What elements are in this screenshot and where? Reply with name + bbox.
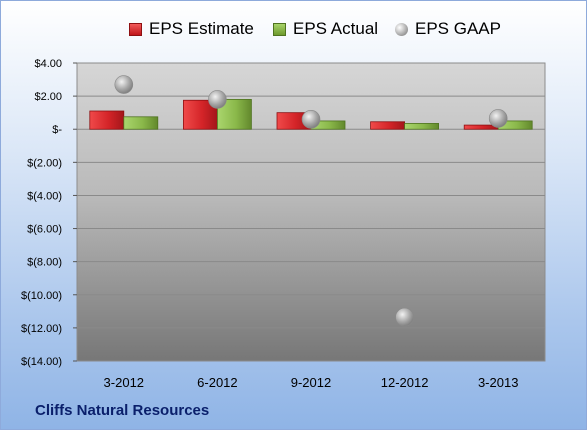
y-tick-label: $(10.00) (21, 290, 62, 302)
x-tick-label: 9-2012 (291, 375, 331, 390)
y-tick-label: $(2.00) (27, 157, 62, 169)
legend-item-eps-estimate: EPS Estimate (129, 19, 254, 39)
x-tick-label: 3-2012 (104, 375, 144, 390)
company-name: Cliffs Natural Resources (35, 402, 210, 419)
y-tick-label: $(4.00) (27, 190, 62, 202)
point-eps-gaap (395, 307, 414, 327)
y-tick-label: $(8.00) (27, 257, 62, 269)
bar-eps-actual (404, 123, 440, 130)
x-tick-label: 12-2012 (381, 375, 429, 390)
legend-item-eps-actual: EPS Actual (273, 19, 378, 39)
legend-label-estimate: EPS Estimate (149, 19, 254, 38)
x-tick-label: 6-2012 (197, 375, 237, 390)
y-tick-label: $(14.00) (21, 356, 62, 368)
legend-label-gaap: EPS GAAP (415, 19, 501, 38)
y-tick-label: $(6.00) (27, 224, 62, 236)
legend-swatch-actual (273, 22, 286, 36)
y-tick-label: $(12.00) (21, 323, 62, 335)
legend-item-eps-gaap: EPS GAAP (395, 19, 501, 39)
y-tick-label: $2.00 (34, 91, 62, 103)
point-eps-gaap (488, 109, 508, 128)
bar-eps-actual (123, 116, 159, 130)
y-tick-label: $4.00 (34, 58, 62, 70)
legend-marker-gaap (395, 22, 408, 36)
x-tick-label: 3-2013 (478, 375, 518, 390)
y-tick-label: $- (52, 124, 62, 136)
point-eps-gaap (114, 75, 134, 94)
plot-area (76, 62, 546, 362)
bar-eps-estimate (89, 110, 125, 130)
point-eps-gaap (208, 90, 227, 109)
point-eps-gaap (301, 109, 321, 129)
legend-label-actual: EPS Actual (293, 19, 379, 38)
bar-eps-estimate (370, 121, 406, 130)
legend-swatch-estimate (129, 22, 142, 36)
chart-legend: EPS Estimate EPS Actual EPS GAAP (1, 19, 586, 43)
